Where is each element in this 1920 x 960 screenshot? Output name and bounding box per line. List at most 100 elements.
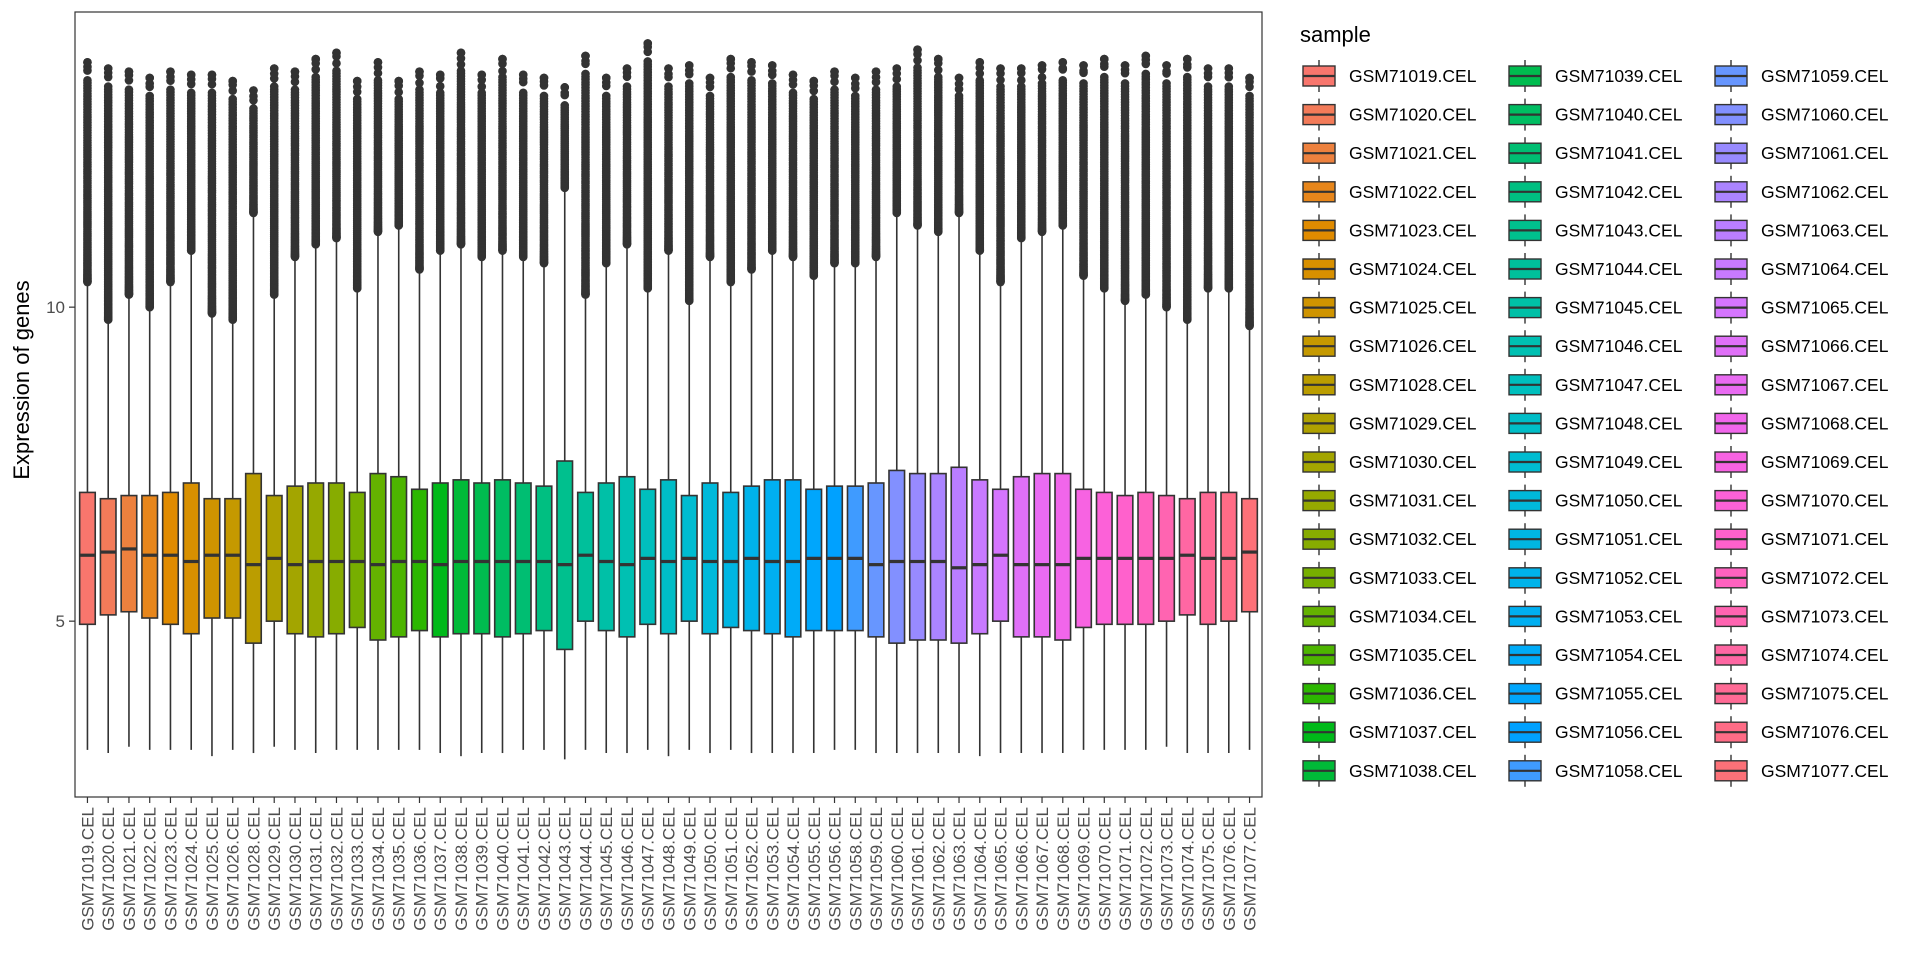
box-iqr	[493, 479, 512, 638]
outliers-GSM71033.CEL	[352, 76, 362, 293]
box-GSM71019.CEL	[78, 57, 97, 750]
outlier-max	[705, 73, 715, 83]
outliers-GSM71061.CEL	[913, 45, 922, 230]
outliers-GSM71034.CEL	[373, 57, 383, 237]
outlier-max	[830, 67, 839, 76]
outlier-point	[166, 85, 175, 94]
outlier-point	[373, 75, 383, 85]
outlier-point	[498, 66, 507, 76]
boxes-layer	[78, 39, 1259, 760]
outliers-GSM71046.CEL	[622, 64, 632, 249]
box-iqr	[514, 482, 532, 635]
box-iqr	[597, 482, 615, 632]
outlier-max	[913, 45, 922, 54]
outlier-max	[954, 73, 964, 83]
outlier-max	[1016, 64, 1026, 73]
outlier-max	[933, 54, 943, 64]
box-GSM71025.CEL	[203, 70, 221, 757]
outlier-point	[664, 82, 673, 91]
outlier-point	[1037, 72, 1047, 82]
outlier-point	[435, 81, 445, 91]
box-iqr	[182, 482, 200, 635]
outliers-GSM71035.CEL	[394, 76, 404, 230]
outlier-point	[871, 85, 881, 94]
outlier-point	[1058, 75, 1068, 85]
outliers-GSM71021.CEL	[124, 67, 134, 299]
box-iqr	[286, 485, 304, 635]
outliers-GSM71047.CEL	[643, 39, 653, 293]
outlier-point	[705, 91, 715, 101]
outliers-GSM71069.CEL	[1079, 61, 1088, 281]
outliers-GSM71059.CEL	[871, 67, 881, 262]
outliers-GSM71036.CEL	[415, 67, 424, 274]
outlier-max	[622, 64, 632, 73]
outlier-point	[290, 85, 300, 94]
outlier-max	[498, 54, 507, 64]
outlier-max	[726, 54, 736, 64]
outliers-GSM71050.CEL	[705, 73, 715, 262]
outlier-max	[166, 67, 175, 76]
outlier-max	[1079, 61, 1088, 70]
outlier-max	[518, 70, 528, 80]
box-iqr	[203, 497, 221, 619]
outlier-point	[145, 91, 155, 101]
outlier-point	[726, 72, 736, 82]
outliers-GSM71024.CEL	[186, 70, 196, 255]
box-iqr	[99, 497, 117, 616]
outliers-GSM71055.CEL	[809, 76, 819, 281]
outlier-max	[850, 73, 860, 83]
outlier-point	[311, 65, 321, 74]
outlier-max	[456, 48, 466, 58]
outlier-point	[352, 94, 362, 104]
outliers-GSM71067.CEL	[1037, 61, 1047, 237]
box-iqr	[556, 460, 574, 651]
outliers-GSM71049.CEL	[684, 61, 694, 306]
outliers-GSM71019.CEL	[83, 57, 92, 287]
outliers-GSM71023.CEL	[166, 67, 175, 287]
box-GSM71034.CEL	[369, 57, 387, 750]
outlier-max	[145, 73, 155, 83]
outlier-max	[684, 61, 694, 70]
box-GSM71033.CEL	[348, 76, 366, 750]
box-GSM71023.CEL	[161, 67, 180, 750]
outlier-point	[767, 79, 777, 88]
box-GSM71035.CEL	[390, 76, 408, 750]
box-iqr	[763, 479, 781, 635]
outlier-max	[103, 64, 113, 73]
outlier-point	[850, 91, 860, 101]
outliers-GSM71045.CEL	[601, 73, 611, 268]
outlier-point	[124, 85, 134, 94]
box-iqr	[971, 479, 989, 635]
outlier-point	[581, 69, 590, 79]
outlier-max	[394, 76, 404, 86]
outlier-point	[601, 91, 611, 101]
outlier-max	[352, 76, 362, 86]
outlier-point	[103, 82, 113, 91]
box-iqr	[1033, 472, 1051, 638]
outlier-max	[435, 70, 445, 80]
outlier-point	[518, 88, 528, 98]
outlier-max	[747, 57, 756, 67]
box-iqr	[244, 472, 263, 644]
outlier-max	[560, 83, 570, 92]
outlier-max	[767, 61, 777, 70]
outlier-point	[394, 94, 404, 104]
box-iqr	[120, 494, 138, 613]
outlier-max	[124, 67, 134, 76]
outlier-max	[1099, 54, 1109, 64]
outlier-point	[311, 72, 321, 82]
box-iqr	[888, 469, 906, 644]
outliers-GSM71038.CEL	[456, 48, 466, 249]
outliers-GSM71065.CEL	[996, 64, 1005, 287]
outlier-point	[788, 88, 798, 98]
box-iqr	[908, 472, 927, 641]
outlier-point	[332, 66, 341, 76]
outlier-point	[269, 82, 279, 91]
outliers-GSM71040.CEL	[498, 54, 507, 255]
outlier-point	[228, 86, 238, 96]
outlier-point	[332, 59, 341, 68]
outliers-GSM71048.CEL	[664, 64, 673, 255]
box-iqr	[929, 472, 947, 641]
outlier-max	[373, 57, 383, 67]
